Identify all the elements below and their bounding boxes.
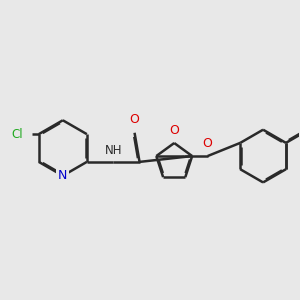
Text: N: N [58, 169, 68, 182]
Text: NH: NH [104, 144, 122, 157]
Text: O: O [169, 124, 179, 137]
Text: O: O [203, 137, 212, 150]
Text: Cl: Cl [11, 128, 23, 141]
Text: O: O [130, 113, 140, 126]
